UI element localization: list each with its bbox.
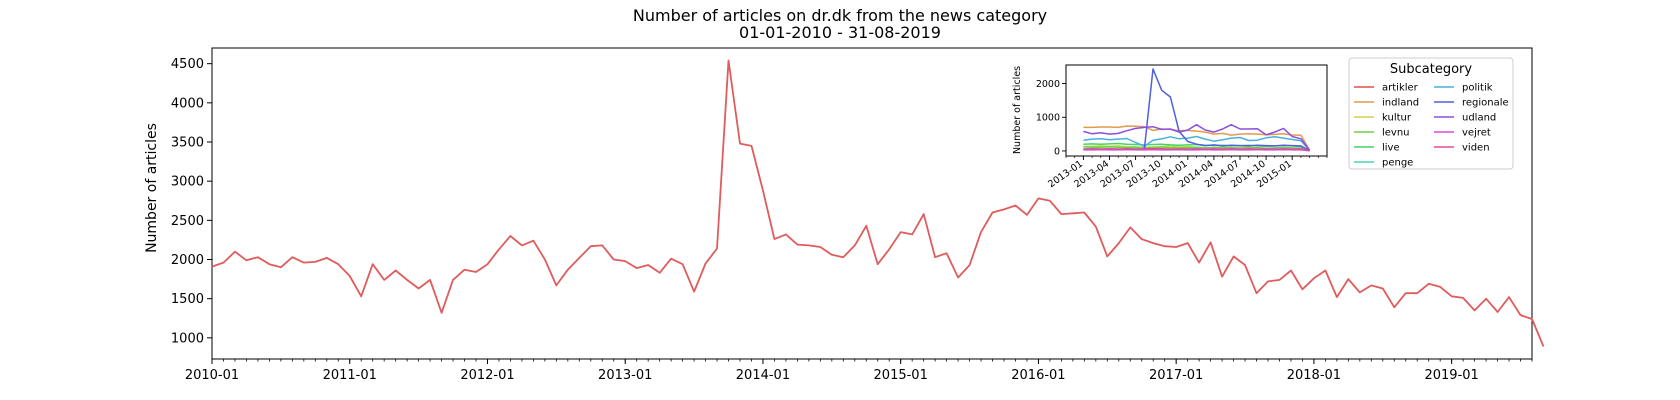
- x-tick-label: 2015-01: [874, 368, 928, 383]
- legend-label-levnu: levnu: [1382, 128, 1410, 139]
- plot-frame: [211, 47, 1533, 360]
- inset-series-line-indland: [1083, 125, 1311, 151]
- chart-title: Number of articles on dr.dk from the new…: [632, 6, 1048, 25]
- x-tick-label: 2018-01: [1287, 368, 1341, 383]
- inset-y-tick-label: 1000: [1036, 113, 1060, 124]
- inset-chart: 2013-012013-042013-072013-102014-012014-…: [1036, 64, 1328, 190]
- legend-title: Subcategory: [1390, 62, 1473, 77]
- y-tick-label: 2000: [171, 253, 204, 268]
- inset-y-tick-label: 0: [1054, 146, 1060, 157]
- legend-label-regionale: regionale: [1462, 98, 1509, 109]
- x-tick-label: 2017-01: [1149, 368, 1203, 383]
- x-tick-label: 2013-01: [598, 368, 652, 383]
- y-axis-label: Number of articles: [144, 123, 160, 253]
- inset-series-line-politik: [1083, 135, 1311, 151]
- inset-y-axis-label: Number of articles: [1012, 66, 1023, 154]
- x-tick-label: 2016-01: [1011, 368, 1065, 383]
- legend-label-live: live: [1382, 143, 1400, 154]
- x-tick-label: 2011-01: [323, 368, 377, 383]
- legend: Subcategory artikler indland kultur levnu li…: [1348, 57, 1514, 170]
- legend-label-vejret: vejret: [1462, 128, 1491, 139]
- x-tick-label: 2014-01: [736, 368, 790, 383]
- legend-label-viden: viden: [1462, 143, 1490, 154]
- inset-series-line-udland: [1083, 123, 1311, 151]
- y-tick-label: 4000: [171, 96, 204, 111]
- legend-label-politik: politik: [1462, 83, 1493, 94]
- y-tick-label: 2500: [171, 214, 204, 229]
- legend-label-kultur: kultur: [1382, 113, 1412, 124]
- legend-label-indland: indland: [1382, 98, 1419, 109]
- x-tick-label: 2010-01: [185, 368, 239, 383]
- x-tick-label: 2012-01: [460, 368, 514, 383]
- series-line-total: [211, 59, 1545, 347]
- y-tick-label: 1000: [171, 331, 204, 346]
- main-chart: 2010-01 2011-01 2012-01 2013-01 2014-01 2015-…: [171, 47, 1545, 383]
- legend-label-artikler: artikler: [1382, 83, 1419, 94]
- legend-label-penge: penge: [1382, 158, 1413, 169]
- chart-subtitle: 01-01-2010 - 31-08-2019: [739, 23, 941, 42]
- x-tick-label: 2019-01: [1424, 368, 1478, 383]
- inset-y-tick-label: 2000: [1036, 79, 1060, 90]
- y-tick-label: 1500: [171, 292, 204, 307]
- legend-box: [1348, 57, 1514, 170]
- legend-label-udland: udland: [1462, 113, 1496, 124]
- y-tick-label: 3000: [171, 175, 204, 190]
- inset-series-line-viden: [1083, 147, 1310, 152]
- inset-frame: [1065, 64, 1328, 157]
- y-tick-label: 4500: [171, 57, 204, 72]
- y-tick-label: 3500: [171, 136, 204, 151]
